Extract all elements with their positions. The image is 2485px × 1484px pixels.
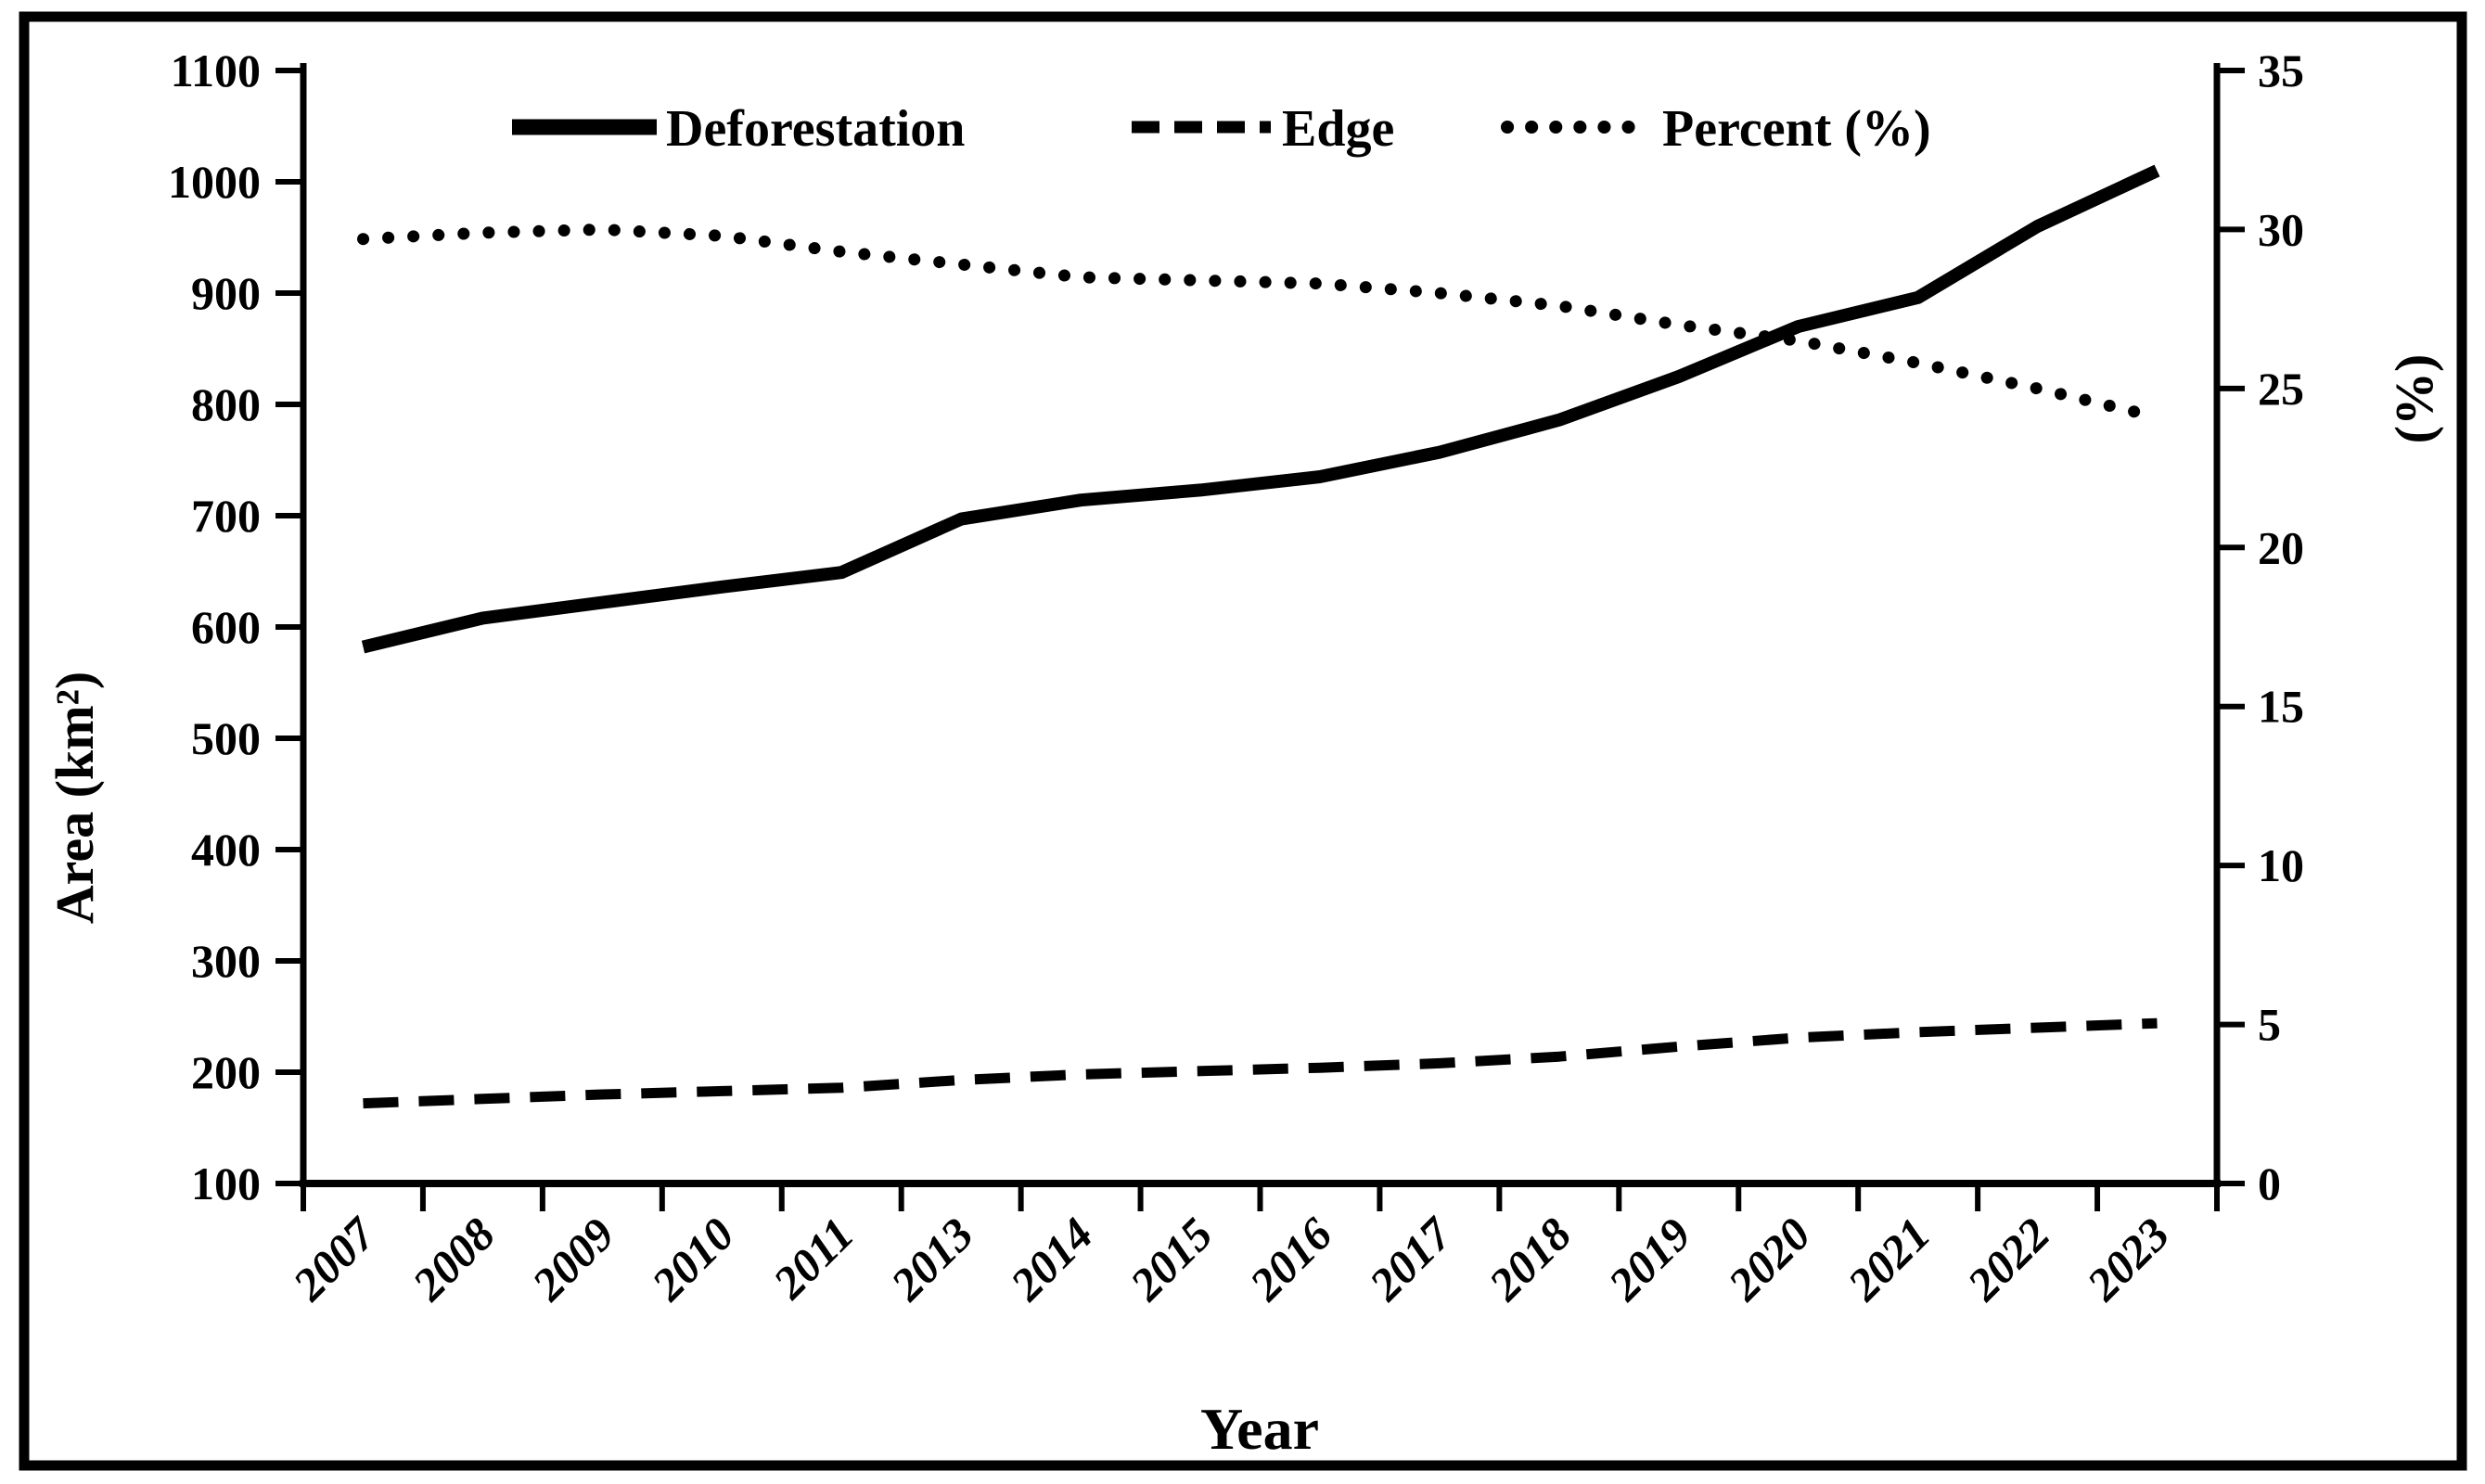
x-tick-label: 2014 (1000, 1208, 1103, 1311)
y-left-tick-label: 300 (191, 935, 261, 987)
x-tick-label: 2022 (1956, 1208, 2059, 1311)
x-axis-title: Year (1200, 1396, 1319, 1462)
y-right-tick-label: 30 (2258, 203, 2304, 255)
y-left-tick-label: 200 (191, 1046, 261, 1098)
x-tick-label: 2007 (282, 1207, 386, 1311)
legend-label-edge: Edge (1282, 100, 1394, 158)
legend: Deforestation Edge Percent (%) (512, 100, 1931, 158)
y-left-tick-label: 1100 (171, 45, 261, 96)
x-tick-label: 2017 (1359, 1207, 1463, 1311)
y-right-tick-label: 25 (2258, 363, 2304, 415)
y-right-tick-label: 35 (2258, 45, 2304, 96)
legend-label-deforestation: Deforestation (666, 100, 965, 158)
x-tick-label: 2009 (521, 1208, 624, 1311)
y-axis-left-title: Area (km²) (45, 672, 105, 924)
x-tick-label: 2015 (1120, 1208, 1223, 1311)
y-left-tick-label: 900 (191, 267, 261, 319)
series-path-edge (363, 1017, 2158, 1109)
series-path-percent (357, 223, 2163, 424)
x-tick-label: 2013 (880, 1208, 983, 1311)
x-tick-label: 2020 (1717, 1208, 1820, 1311)
y-left-tick-label: 100 (191, 1158, 261, 1209)
y-right-tick-label: 0 (2258, 1158, 2281, 1209)
legend-label-percent: Percent (%) (1662, 100, 1931, 158)
y-left-tick-label: 500 (191, 712, 261, 764)
y-left-tick-label: 600 (191, 601, 261, 653)
x-tick-label: 2023 (2076, 1208, 2179, 1311)
x-tick-label: 2018 (1479, 1208, 1582, 1311)
x-tick-label: 2021 (1837, 1208, 1940, 1311)
y-left-tick-label: 800 (191, 378, 261, 430)
y-right-tick-label: 5 (2258, 999, 2281, 1051)
x-tick-label: 2011 (762, 1208, 864, 1309)
x-tick-label: 2016 (1239, 1208, 1342, 1311)
x-tick-label: 2008 (402, 1208, 505, 1311)
y-left-tick-label: 400 (191, 824, 261, 876)
y-left-tick-label: 1000 (168, 156, 261, 208)
y-axis-right-title: (%) (2384, 354, 2444, 444)
series-path-deforestation (361, 164, 2160, 654)
x-tick-label: 2019 (1598, 1208, 1701, 1311)
y-right-tick-label: 15 (2258, 681, 2304, 733)
x-tick-label: 2010 (641, 1208, 744, 1311)
series-group (357, 164, 2163, 1109)
y-right-tick-label: 10 (2258, 839, 2304, 891)
y-right-tick-label: 20 (2258, 521, 2304, 573)
figure-border (19, 11, 2467, 1471)
y-left-tick-label: 700 (191, 490, 261, 542)
